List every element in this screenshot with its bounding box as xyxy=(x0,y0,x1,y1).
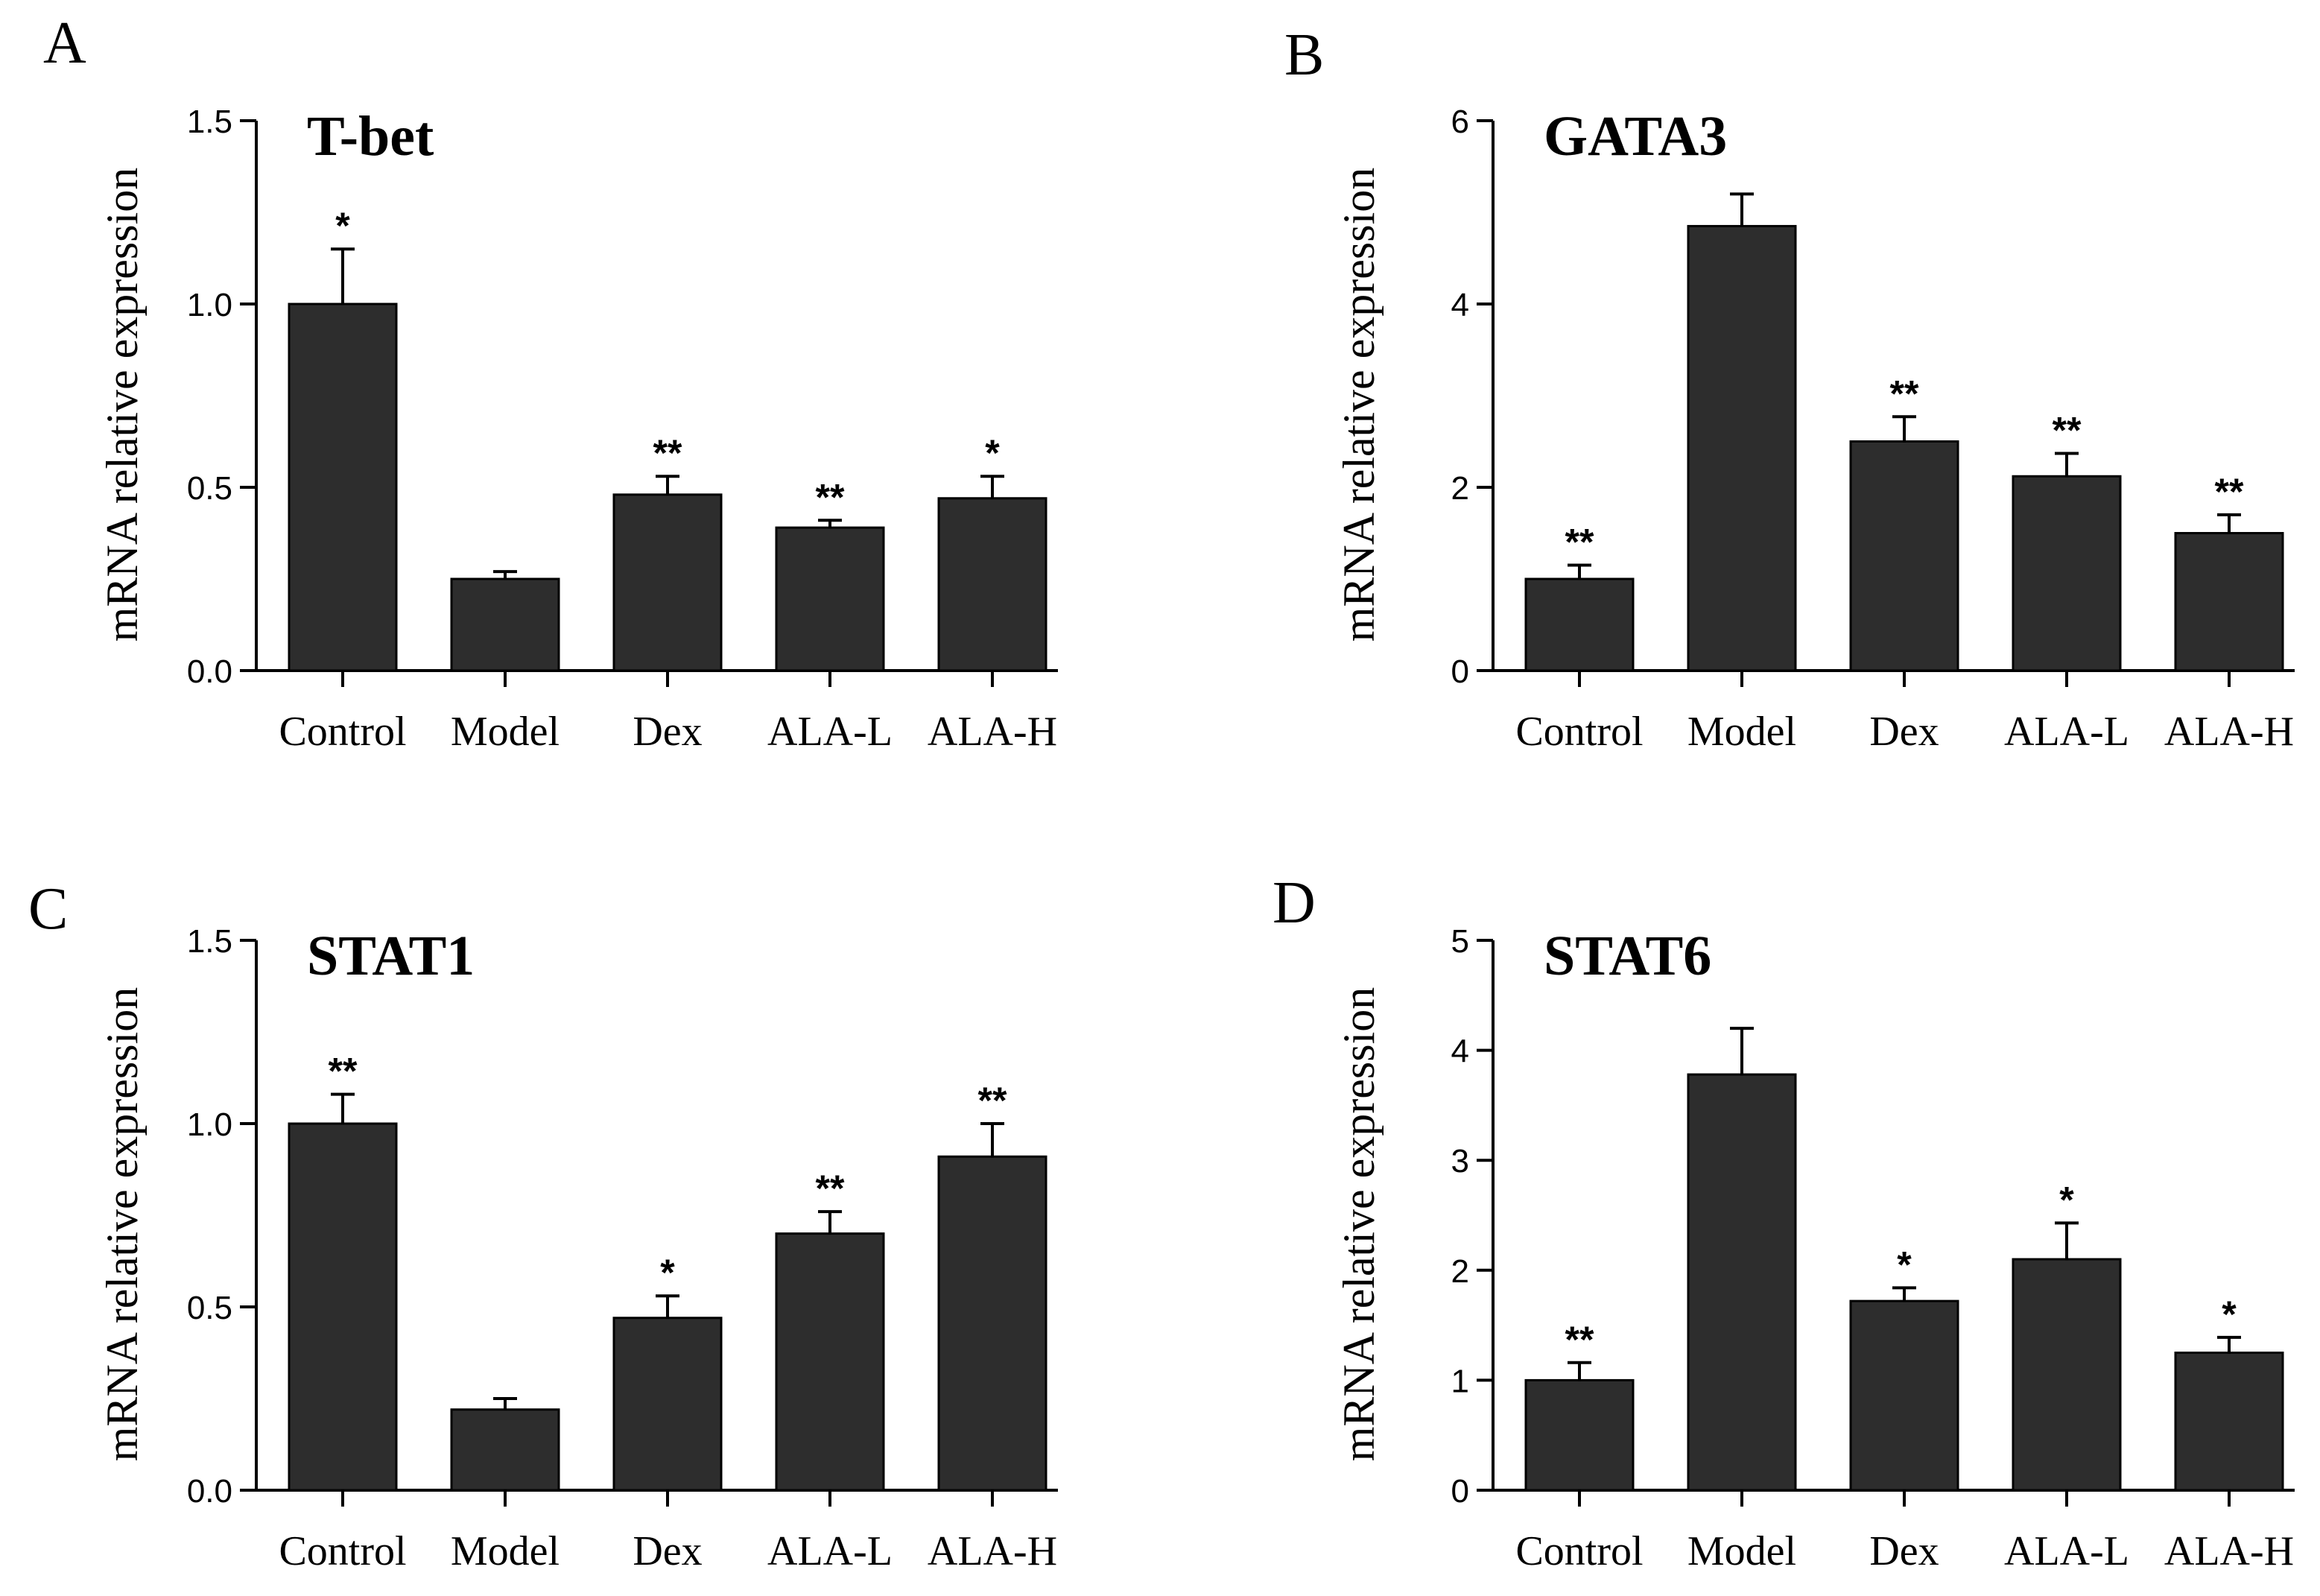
y-tick-label: 1.5 xyxy=(187,104,232,140)
x-tick-label: Dex xyxy=(633,709,702,755)
chart-title: STAT6 xyxy=(1544,925,1711,987)
y-tick-label: 0.5 xyxy=(187,1290,232,1326)
y-axis-label: mRNA relative expression xyxy=(1334,168,1384,642)
x-tick-label: ALA-L xyxy=(767,1528,893,1574)
y-tick-label: 1.5 xyxy=(187,923,232,960)
x-tick-label: Model xyxy=(1687,1528,1796,1574)
significance-label: * xyxy=(2059,1179,2074,1220)
y-tick-label: 5 xyxy=(1451,923,1469,960)
y-tick-label: 2 xyxy=(1451,470,1469,507)
y-axis-label: mRNA relative expression xyxy=(98,168,147,642)
bar-dex xyxy=(1849,1299,1959,1492)
x-tick-label: Dex xyxy=(1869,709,1939,755)
bar-model xyxy=(1687,224,1797,672)
panel-letter: D xyxy=(1272,870,1316,936)
bar-model xyxy=(450,1408,560,1492)
chart-panel-b: B GATA3 mRNA relative expression 0 2 4 6 Contro… xyxy=(1284,22,2295,755)
y-tick-label: 6 xyxy=(1451,104,1469,140)
x-tick-label: Control xyxy=(279,1528,406,1574)
y-tick-label: 0.0 xyxy=(187,653,232,690)
significance-label: * xyxy=(335,205,350,247)
x-tick-label: ALA-H xyxy=(928,1528,1057,1574)
significance-label: ** xyxy=(2215,471,2244,513)
chart-title: STAT1 xyxy=(307,925,475,987)
x-tick-label: ALA-H xyxy=(2164,1528,2294,1574)
bar-ala-l xyxy=(775,526,885,672)
bar-dex xyxy=(1849,440,1959,672)
significance-label: * xyxy=(985,432,1000,474)
x-tick-label: Control xyxy=(279,709,406,755)
x-tick-label: ALA-H xyxy=(928,709,1057,755)
panel-letter: C xyxy=(28,876,68,942)
x-tick-label: Model xyxy=(1687,709,1796,755)
significance-label: ** xyxy=(978,1080,1007,1121)
chart-title: GATA3 xyxy=(1544,105,1727,168)
chart-title: T-bet xyxy=(307,105,434,168)
y-axis-label: mRNA relative expression xyxy=(98,987,147,1462)
x-tick-label: ALA-L xyxy=(2004,709,2129,755)
significance-label: ** xyxy=(2053,409,2082,451)
bar-ala-l xyxy=(2012,1258,2122,1492)
y-tick-label: 2 xyxy=(1451,1253,1469,1290)
x-tick-label: Control xyxy=(1515,709,1643,755)
x-tick-label: Control xyxy=(1515,1528,1643,1574)
x-tick-label: ALA-L xyxy=(767,709,893,755)
y-tick-label: 0.0 xyxy=(187,1473,232,1510)
bar-dex xyxy=(612,1317,723,1492)
bar-model xyxy=(1687,1073,1797,1492)
x-tick-label: Dex xyxy=(1869,1528,1939,1574)
significance-label: ** xyxy=(1565,522,1594,563)
y-tick-label: 3 xyxy=(1451,1143,1469,1179)
significance-label: * xyxy=(1897,1244,1912,1285)
y-tick-label: 1.0 xyxy=(187,287,232,323)
y-tick-label: 1 xyxy=(1451,1363,1469,1399)
x-tick-label: ALA-H xyxy=(2164,709,2294,755)
x-tick-label: Model xyxy=(451,709,560,755)
panel-letter: A xyxy=(43,10,86,76)
bar-dex xyxy=(612,493,723,672)
panel-letter: B xyxy=(1284,22,1324,88)
chart-panel-a: A T-bet mRNA relative expression 0.0 0.5 1.0 1… xyxy=(43,10,1058,755)
bar-ala-h xyxy=(2174,532,2284,672)
bar-model xyxy=(450,577,560,672)
bar-control xyxy=(1524,577,1635,672)
bar-ala-l xyxy=(775,1232,885,1492)
y-axis-label: mRNA relative expression xyxy=(1334,987,1384,1462)
significance-label: ** xyxy=(1890,373,1919,414)
bar-ala-h xyxy=(937,1155,1048,1492)
y-tick-label: 4 xyxy=(1451,287,1469,323)
bar-control xyxy=(288,303,398,672)
chart-panel-d: D STAT6 mRNA relative expression 0 1 2 3 4 5 Cont… xyxy=(1272,870,2295,1574)
significance-label: ** xyxy=(653,432,682,474)
y-tick-label: 0 xyxy=(1451,653,1469,690)
chart-panel-c: C STAT1 mRNA relative expression 0.0 0.5 1.0 1… xyxy=(28,876,1058,1574)
bar-ala-h xyxy=(2174,1352,2284,1492)
significance-label: * xyxy=(660,1252,675,1293)
bar-control xyxy=(1524,1378,1635,1492)
significance-label: * xyxy=(2222,1293,2237,1335)
bar-ala-h xyxy=(937,497,1048,672)
y-tick-label: 0.5 xyxy=(187,470,232,507)
bar-control xyxy=(288,1122,398,1492)
bar-ala-l xyxy=(2012,475,2122,672)
y-tick-label: 4 xyxy=(1451,1033,1469,1070)
significance-label: ** xyxy=(816,1168,845,1209)
x-tick-label: Model xyxy=(451,1528,560,1574)
significance-label: ** xyxy=(816,476,845,518)
x-tick-label: Dex xyxy=(633,1528,702,1574)
y-tick-label: 0 xyxy=(1451,1473,1469,1510)
x-tick-label: ALA-L xyxy=(2004,1528,2129,1574)
y-tick-label: 1.0 xyxy=(187,1106,232,1143)
significance-label: ** xyxy=(1565,1319,1594,1361)
significance-label: ** xyxy=(329,1051,358,1092)
